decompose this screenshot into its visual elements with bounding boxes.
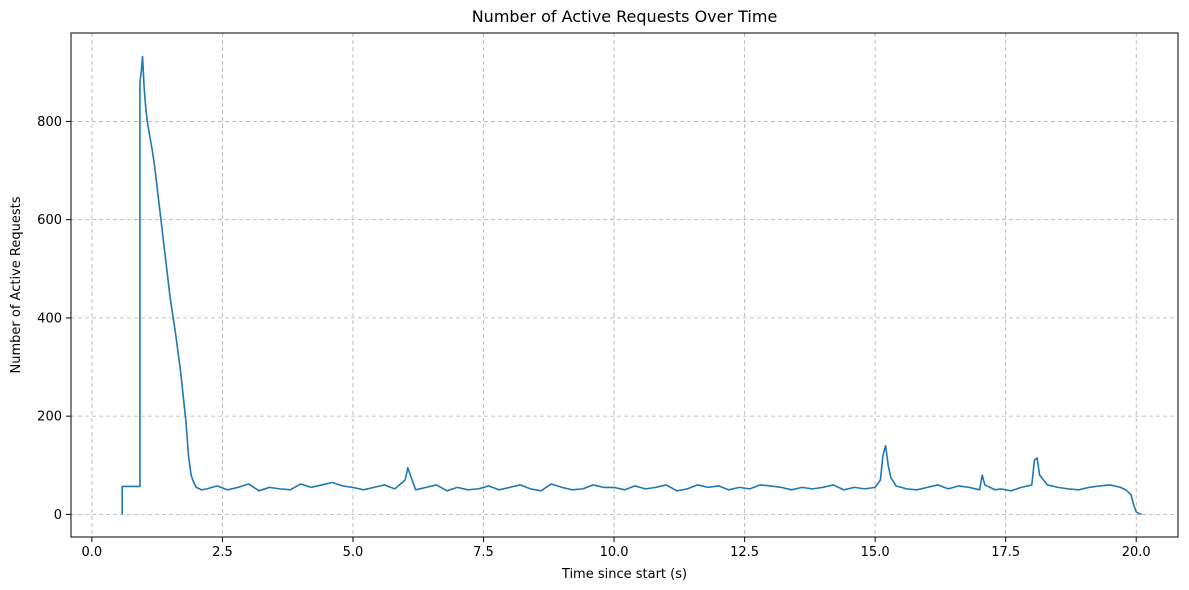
y-tick-label: 800 <box>37 115 62 130</box>
x-tick-label: 17.5 <box>991 545 1020 560</box>
y-axis-label: Number of Active Requests <box>9 196 24 373</box>
x-axis-label: Time since start (s) <box>561 567 687 582</box>
y-axis-ticks: 0 200 400 600 800 <box>37 115 71 523</box>
plot-frame <box>70 32 1179 538</box>
y-tick-label: 600 <box>37 213 62 228</box>
x-tick-label: 20.0 <box>1122 545 1151 560</box>
x-tick-label: 5.0 <box>343 545 364 560</box>
x-axis-ticks: 0.0 2.5 5.0 7.5 10.0 12.5 15.0 17.5 20.0 <box>82 537 1151 560</box>
series-line <box>121 55 1142 516</box>
grid-lines <box>71 33 1178 537</box>
x-tick-label: 0.0 <box>82 545 103 560</box>
x-tick-label: 2.5 <box>212 545 233 560</box>
y-tick-label: 400 <box>37 311 62 326</box>
x-tick-label: 10.0 <box>600 545 629 560</box>
chart-title: Number of Active Requests Over Time <box>472 7 778 26</box>
x-tick-label: 12.5 <box>730 545 759 560</box>
y-tick-label: 0 <box>54 508 62 523</box>
x-tick-label: 7.5 <box>473 545 494 560</box>
x-tick-label: 15.0 <box>861 545 890 560</box>
y-tick-label: 200 <box>37 410 62 425</box>
